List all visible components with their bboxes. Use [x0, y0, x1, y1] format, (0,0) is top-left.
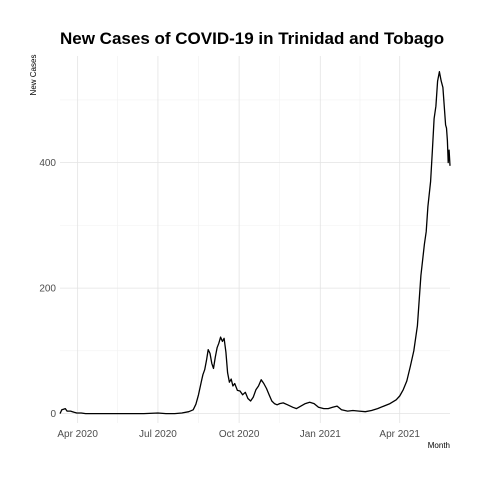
y-tick-label: 0 — [50, 409, 56, 420]
x-tick-label: Jul 2020 — [139, 429, 177, 440]
x-tick-label: Apr 2021 — [379, 429, 420, 440]
x-tick-label: Apr 2020 — [57, 429, 98, 440]
x-axis-ticks: Apr 2020 Jul 2020 Oct 2020 Jan 2021 Apr 2021 — [57, 429, 420, 440]
minor-gridlines — [60, 56, 450, 423]
x-tick-label: Jan 2021 — [300, 429, 342, 440]
y-axis-label: New Cases — [29, 55, 38, 96]
y-tick-label: 400 — [39, 158, 56, 169]
y-axis-ticks: 0 200 400 — [39, 158, 56, 420]
major-gridlines — [60, 56, 450, 423]
chart-title: New Cases of COVID-19 in Trinidad and To… — [60, 29, 444, 48]
x-axis-label: Month — [428, 441, 450, 450]
x-tick-label: Oct 2020 — [219, 429, 260, 440]
series-group — [59, 71, 451, 415]
series-line — [59, 71, 451, 415]
y-tick-label: 200 — [39, 284, 56, 295]
